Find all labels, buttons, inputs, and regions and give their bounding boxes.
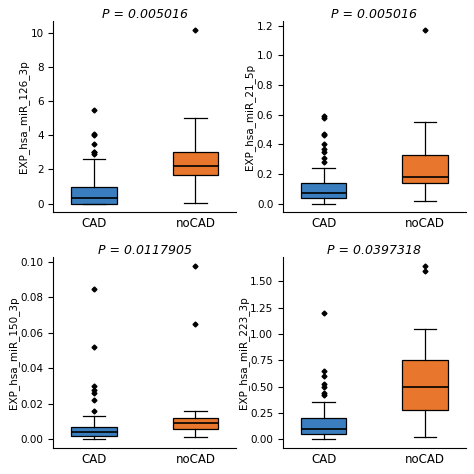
Y-axis label: EXP_hsa_miR_150_3p: EXP_hsa_miR_150_3p [9, 296, 19, 409]
PathPatch shape [301, 183, 346, 198]
PathPatch shape [71, 186, 117, 203]
Title: P = 0.0397318: P = 0.0397318 [328, 244, 421, 257]
PathPatch shape [173, 153, 218, 174]
PathPatch shape [402, 360, 448, 410]
Y-axis label: EXP_hsa_miR_223_3p: EXP_hsa_miR_223_3p [238, 296, 249, 409]
Title: P = 0.0117905: P = 0.0117905 [98, 244, 191, 257]
Title: P = 0.005016: P = 0.005016 [102, 9, 188, 21]
PathPatch shape [71, 427, 117, 436]
Title: P = 0.005016: P = 0.005016 [331, 9, 417, 21]
PathPatch shape [173, 418, 218, 428]
Y-axis label: EXP_hsa_miR_21_5p: EXP_hsa_miR_21_5p [245, 64, 255, 170]
Y-axis label: EXP_hsa_miR_126_3p: EXP_hsa_miR_126_3p [18, 60, 29, 173]
PathPatch shape [301, 418, 346, 434]
PathPatch shape [402, 155, 448, 183]
